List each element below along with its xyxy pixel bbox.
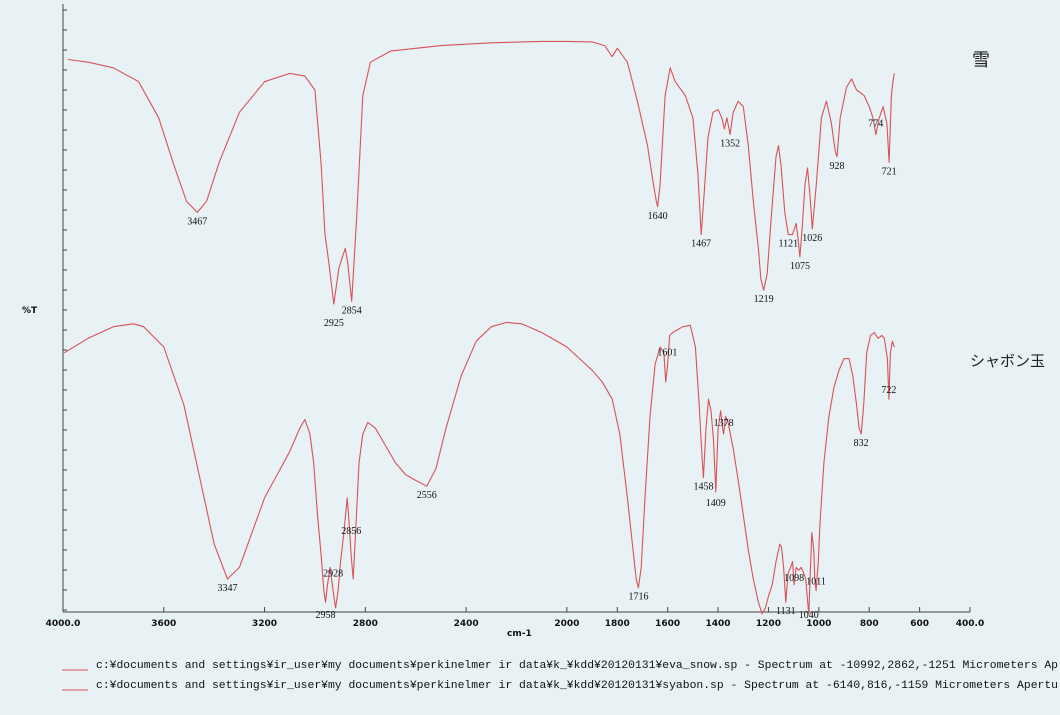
peak-label: 1467 [691,239,711,250]
peak-label: 1378 [714,418,734,429]
peak-label: 1458 [693,482,713,493]
x-tick-label: 600 [910,619,929,629]
peak-label: 1026 [802,233,822,244]
peak-label: 3347 [218,583,238,594]
annotation-snow: 雪 [972,50,990,70]
peak-label: 2958 [316,610,336,621]
x-tick-label: 800 [860,619,879,629]
peak-label: 1075 [790,261,810,272]
peak-label: 3467 [187,216,207,227]
y-axis-title: %T [22,306,38,316]
peak-label: 2928 [323,569,343,580]
peak-label: 1011 [806,577,826,588]
x-tick-label: 3200 [252,619,277,629]
series-line-top [67,40,895,305]
x-tick-label: 1200 [756,619,781,629]
axes: 4000.0 3600 3200 2800 2400 2000 1800 1600 1400 12… [46,4,984,629]
x-tick-label: 1000 [806,619,831,629]
legend-entry: c:¥documents and settings¥ir_user¥my doc… [96,660,1058,672]
peak-label: 1409 [706,498,726,509]
peak-labels: 3467 2925 2854 1640 1467 1352 1219 1121 1075 1026… [187,119,896,622]
peak-label: 2854 [342,305,362,316]
peak-label: 1131 [776,606,796,617]
series-line-bottom [64,321,895,615]
legend: c:¥documents and settings¥ir_user¥my doc… [62,660,1058,692]
peak-label: 2556 [417,490,437,501]
peak-label: 2925 [324,318,344,329]
x-tick-label: 1600 [655,619,680,629]
peak-label: 1121 [779,239,799,250]
x-tick-label: 2800 [353,619,378,629]
peak-label: 1040 [799,610,819,621]
peak-label: 2856 [341,526,361,537]
peak-label: 832 [854,438,869,449]
x-tick-label: 2400 [454,619,479,629]
peak-label: 1219 [754,294,774,305]
peak-label: 928 [829,161,844,172]
annotation-soap-bubble: シャボン玉 [970,353,1045,370]
peak-label: 1352 [720,139,740,150]
x-tick-label: 4000.0 [46,619,81,629]
peak-label: 1098 [784,573,804,584]
peak-label: 774 [868,119,883,130]
peak-label: 722 [881,385,896,396]
x-tick-label: 1400 [706,619,731,629]
legend-entry: c:¥documents and settings¥ir_user¥my doc… [96,680,1058,692]
x-axis-title: cm-1 [507,629,532,639]
peak-label: 1640 [648,211,668,222]
peak-label: 1716 [628,592,648,603]
x-tick-label: 3600 [151,619,176,629]
x-tick-label: 400.0 [956,619,984,629]
series-layer [64,40,895,615]
x-tick-label: 1800 [605,619,630,629]
x-tick-label: 2000 [554,619,579,629]
peak-label: 1601 [657,347,677,358]
peak-label: 721 [882,166,897,177]
